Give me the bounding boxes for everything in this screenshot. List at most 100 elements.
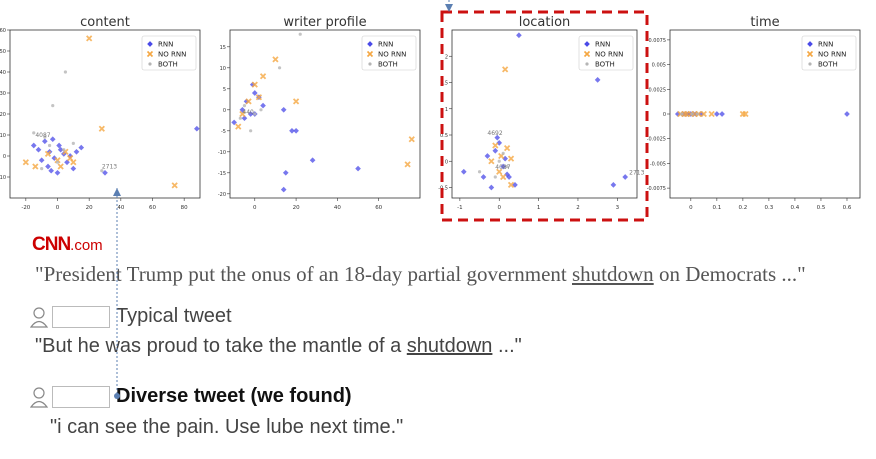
point-rnn: [241, 115, 248, 122]
point-rnn: [73, 148, 80, 155]
news-quote-suffix: on Democrats ...": [653, 262, 806, 286]
point-no-rnn: [70, 159, 77, 166]
point-both: [493, 175, 497, 179]
point-rnn: [247, 111, 254, 117]
point-no-rnn: [700, 110, 707, 118]
legend-label: NO RNN: [158, 51, 186, 59]
typical-tweet-prefix: "But he was proud to take the mantle of …: [35, 335, 407, 357]
x-tick-label: 0: [689, 205, 693, 211]
y-tick-label: -0.005: [650, 161, 666, 167]
point-no-rnn: [507, 155, 515, 162]
point-rnn: [496, 140, 503, 146]
point-rnn: [488, 184, 495, 191]
y-tick-label: 0.0075: [649, 38, 667, 44]
point-rnn: [594, 77, 601, 83]
x-tick-label: 40: [334, 205, 341, 211]
point-no-rnn: [502, 66, 509, 73]
x-tick-label: 20: [86, 205, 93, 211]
x-tick-label: -1: [457, 205, 462, 211]
y-tick-label: -0.0075: [647, 186, 666, 192]
y-tick-label: 1: [445, 107, 448, 113]
legend-marker-rnn: [584, 41, 590, 47]
scatter-panel-1: writer profile 0 20 40 60 -20 -15 -10 -5 0 5 10 15 RN…: [218, 15, 421, 211]
x-tick-label: 40: [117, 205, 124, 211]
chart-title: time: [750, 15, 779, 30]
point-rnn: [516, 32, 522, 39]
y-tick-label: 0: [3, 154, 6, 160]
point-rnn: [102, 169, 108, 176]
legend-box: [361, 35, 417, 71]
y-tick-label: 0: [445, 159, 448, 165]
point-rnn: [280, 106, 287, 113]
point-rnn: [460, 168, 467, 175]
point-both: [55, 160, 60, 164]
point-both: [40, 167, 44, 171]
point-rnn: [492, 147, 499, 154]
point-no-rnn: [22, 159, 29, 166]
point-both: [477, 170, 482, 174]
point-both: [43, 135, 47, 139]
point-no-rnn: [32, 163, 39, 170]
legend-box: [141, 35, 197, 71]
point-annotation: 4087: [35, 132, 50, 139]
point-annotation: 4087: [495, 164, 510, 171]
point-rnn: [610, 182, 617, 188]
x-tick-label: 0.5: [817, 205, 826, 211]
x-tick-label: 0.3: [765, 205, 774, 211]
point-both: [62, 148, 66, 152]
legend-label: NO RNN: [595, 51, 623, 59]
legend-marker-no-rnn: [583, 50, 591, 58]
news-quote-prefix: "President Trump put the onus of an 18-d…: [35, 262, 572, 286]
point-annotation: 2713: [629, 169, 644, 176]
point-rnn: [504, 171, 510, 178]
point-both: [680, 112, 684, 116]
point-rnn: [280, 186, 287, 193]
point-no-rnn: [496, 168, 503, 175]
point-rnn: [719, 111, 725, 117]
connector-arrowhead: [113, 188, 121, 196]
point-no-rnn: [235, 123, 242, 130]
point-no-rnn: [507, 181, 515, 189]
legend-label: NO RNN: [818, 51, 846, 59]
user-icon: [30, 307, 49, 328]
point-rnn: [251, 90, 258, 96]
y-tick-label: -20: [218, 192, 226, 198]
point-annotation: 2713: [102, 164, 117, 171]
point-both: [47, 143, 52, 148]
highlight-box: [440, 10, 649, 222]
y-tick-label: -0.0025: [647, 137, 666, 143]
y-tick-label: 10: [0, 133, 6, 139]
point-no-rnn: [259, 73, 267, 80]
y-tick-label: 30: [0, 91, 6, 97]
diverse-tweet-label: Diverse tweet (we found): [116, 385, 352, 407]
x-tick-label: 0.4: [791, 205, 800, 211]
point-no-rnn: [171, 182, 178, 189]
point-no-rnn: [255, 94, 263, 101]
y-tick-label: 20: [0, 112, 6, 118]
point-no-rnn: [408, 136, 415, 143]
diverse-tweet-text: "i can see the pain. Use lube next time.…: [50, 416, 404, 438]
legend-label: BOTH: [378, 61, 398, 69]
x-tick-label: 0: [56, 205, 60, 211]
chart-title: location: [519, 15, 571, 30]
legend-label: RNN: [158, 41, 173, 49]
point-both: [249, 129, 253, 133]
point-both: [51, 104, 55, 108]
y-tick-label: 0.0025: [649, 87, 667, 93]
point-rnn: [282, 169, 289, 176]
point-rnn: [260, 102, 266, 109]
y-tick-label: 0: [663, 112, 666, 118]
point-both: [63, 70, 68, 74]
x-tick-label: 2: [576, 205, 580, 211]
y-tick-label: -15: [218, 171, 226, 177]
point-rnn: [231, 119, 237, 126]
legend-marker-both: [808, 62, 812, 66]
point-rnn: [293, 127, 299, 134]
scatter-panel-0: content -20 0 20 40 60 80 -10 0 10 20 30 40 50 60 RNN NO…: [0, 15, 201, 211]
point-rnn: [194, 125, 200, 132]
typical-tweet-label: Typical tweet: [116, 305, 232, 327]
connector-dot: [114, 393, 120, 399]
point-no-rnn: [239, 110, 246, 118]
point-rnn: [494, 134, 501, 141]
x-tick-label: -20: [21, 205, 30, 211]
